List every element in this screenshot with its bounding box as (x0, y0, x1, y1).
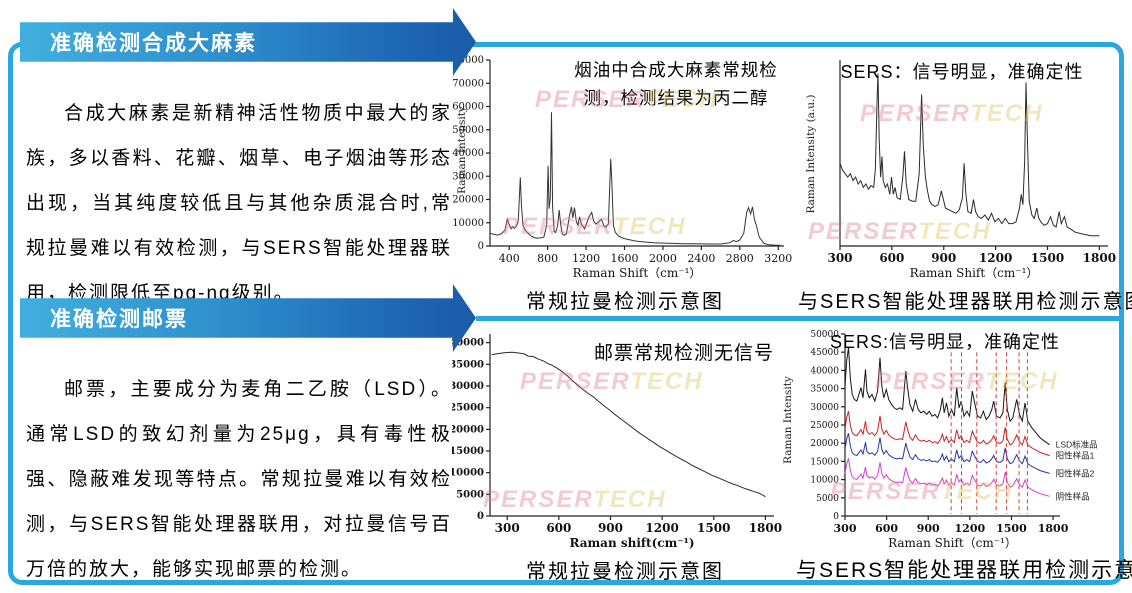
svg-text:50000: 50000 (452, 125, 484, 136)
chart-title: 邮票常规检测无信号 (593, 343, 774, 364)
chart-caption: 常规拉曼检测示意图 (526, 291, 724, 313)
section-divider-line (476, 316, 1124, 321)
raman-spectrum-plot: 400 800 1200 1600 2000 2400 2800 3200 0 10000 2000… (452, 48, 798, 286)
chart-caption: 常规拉曼检测示意图 (526, 561, 724, 583)
svg-text:5000: 5000 (816, 494, 839, 504)
svg-text:1200: 1200 (955, 522, 986, 535)
svg-text:1200: 1200 (979, 251, 1012, 265)
svg-text:10000: 10000 (452, 218, 484, 229)
chart-caption: 与SERS智能处理器联用检测示意图 (798, 291, 1132, 313)
svg-text:40000: 40000 (452, 338, 484, 349)
banner-title: 准确检测邮票 (50, 307, 188, 331)
svg-text:1800: 1800 (1038, 522, 1069, 535)
svg-text:阴性样品: 阴性样品 (1056, 491, 1090, 501)
raman-spectrum-plot: 300 600 900 1200 1500 1800 0 5000 10000 15000 2000… (449, 322, 798, 556)
svg-text:600: 600 (875, 522, 898, 535)
svg-text:900: 900 (917, 522, 940, 535)
raman-spectrum-plot: 300 600 900 1200 1500 1800 Raman Shift（cm⁻¹） (798, 48, 1126, 286)
chart-conventional-raman-eliquid: 400 800 1200 1600 2000 2400 2800 3200 0 10000 2000… (452, 48, 798, 316)
svg-text:45000: 45000 (810, 348, 839, 358)
y-axis-label: Raman Intensity (a.u.) (805, 94, 817, 214)
svg-text:10000: 10000 (452, 468, 484, 479)
svg-text:0: 0 (478, 241, 484, 252)
svg-text:1500: 1500 (1031, 251, 1064, 265)
svg-text:15000: 15000 (810, 457, 839, 467)
svg-text:400: 400 (499, 252, 520, 265)
chart-sers-stamp: 300 600 900 1200 1500 1800 0 5000 10000 15000 2000… (782, 322, 1132, 586)
chart-conventional-raman-stamp: 300 600 900 1200 1500 1800 0 5000 10000 15000 2000… (449, 322, 798, 586)
svg-text:2800: 2800 (726, 252, 754, 265)
svg-text:900: 900 (931, 251, 956, 265)
svg-text:40000: 40000 (452, 148, 484, 159)
svg-text:1500: 1500 (996, 522, 1027, 535)
svg-text:2400: 2400 (687, 252, 715, 265)
svg-text:15000: 15000 (452, 446, 484, 457)
chart-caption: 与SERS智能处理器联用检测示意图 (796, 559, 1132, 582)
svg-text:1800: 1800 (1083, 251, 1116, 265)
panel-border (8, 42, 1124, 585)
svg-text:Raman Shift（cm⁻¹）: Raman Shift（cm⁻¹） (888, 536, 1017, 550)
svg-text:0: 0 (833, 512, 839, 522)
svg-text:50000: 50000 (810, 330, 839, 340)
svg-text:Raman shift(cm⁻¹): Raman shift(cm⁻¹) (569, 536, 694, 550)
svg-text:800: 800 (537, 252, 558, 265)
chart-title: SERS:信号明显，准确定性 (830, 332, 1061, 352)
svg-text:1600: 1600 (611, 252, 639, 265)
svg-text:LSD标准品: LSD标准品 (1056, 440, 1098, 450)
svg-text:20000: 20000 (810, 439, 839, 449)
chart-title: SERS：信号明显，准确定性 (840, 62, 1084, 82)
svg-text:600: 600 (879, 251, 904, 265)
svg-text:1200: 1200 (645, 521, 678, 535)
svg-text:Raman Shift（cm⁻¹）: Raman Shift（cm⁻¹） (573, 266, 702, 280)
svg-text:60000: 60000 (452, 102, 484, 113)
svg-text:阳性样品1: 阳性样品1 (1056, 451, 1095, 461)
svg-text:30000: 30000 (452, 171, 484, 182)
svg-text:20000: 20000 (452, 424, 484, 435)
svg-text:1800: 1800 (749, 521, 782, 535)
svg-text:70000: 70000 (452, 78, 484, 89)
chart-sers-eliquid: 300 600 900 1200 1500 1800 Raman Shift（cm⁻¹） S… (798, 48, 1132, 316)
svg-text:2000: 2000 (649, 252, 677, 265)
raman-spectrum-plot: 300 600 900 1200 1500 1800 0 5000 10000 15000 2000… (796, 322, 1128, 556)
body-text-cannabinoid: 合成大麻素是新精神活性物质中最大的家族，多以香料、花瓣、烟草、电子烟油等形态出现… (26, 103, 452, 304)
svg-text:3200: 3200 (764, 252, 792, 265)
body-text-stamp: 邮票，主要成分为麦角二乙胺（LSD）。通常LSD的致幻剂量为25μg，具有毒性极… (26, 379, 452, 580)
svg-text:40000: 40000 (810, 366, 839, 376)
svg-text:300: 300 (827, 251, 852, 265)
svg-text:25000: 25000 (810, 421, 839, 431)
banner-title: 准确检测合成大麻素 (50, 31, 257, 55)
svg-text:35000: 35000 (452, 359, 484, 370)
svg-text:阳性样品2: 阳性样品2 (1056, 468, 1095, 478)
svg-text:30000: 30000 (810, 403, 839, 413)
svg-text:300: 300 (495, 521, 520, 535)
y-axis-label: Raman Intensity (456, 106, 468, 194)
svg-text:900: 900 (598, 521, 623, 535)
svg-text:10000: 10000 (810, 476, 839, 486)
svg-text:35000: 35000 (810, 385, 839, 395)
svg-text:300: 300 (834, 522, 857, 535)
y-axis-label: Raman Intensity (782, 376, 794, 464)
svg-text:25000: 25000 (452, 403, 484, 414)
svg-text:80000: 80000 (452, 55, 484, 66)
svg-text:1200: 1200 (572, 252, 600, 265)
chart-title: 烟油中合成大麻素常规检测，检测结果为丙二醇 (574, 60, 778, 108)
svg-text:0: 0 (477, 511, 484, 522)
svg-text:Raman Shift（cm⁻¹）: Raman Shift（cm⁻¹） (910, 266, 1039, 280)
svg-text:5000: 5000 (456, 489, 484, 500)
svg-text:20000: 20000 (452, 195, 484, 206)
svg-text:600: 600 (546, 521, 571, 535)
svg-text:1500: 1500 (697, 521, 730, 535)
svg-text:30000: 30000 (452, 381, 484, 392)
